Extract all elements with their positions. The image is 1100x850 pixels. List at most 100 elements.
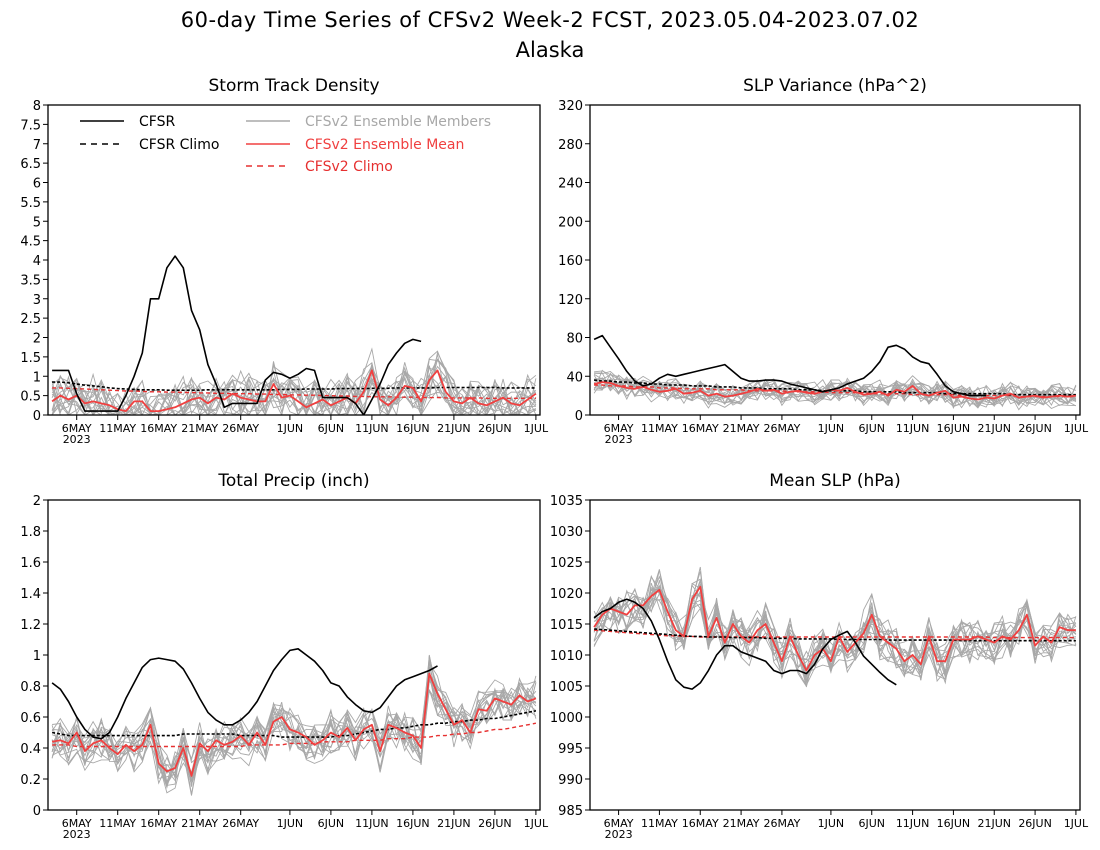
x-tick-label: 26JUN (478, 422, 512, 435)
plot-frame (47, 499, 541, 811)
y-tick-label: 1035 (550, 494, 583, 509)
x-tick-label: 11JUN (355, 422, 389, 435)
y-tick-label: 985 (558, 804, 583, 819)
series-line-ensemble-member (593, 566, 1077, 672)
y-tick-label: 200 (558, 215, 583, 230)
x-tick-label: 11JUN (896, 817, 930, 830)
panel-storm-track-density: Storm Track Density 0 0.5 1 1.5 2 2.5 3 3.5 4 4.5 5… (20, 76, 549, 446)
y-tick-label: 2.5 (20, 312, 41, 327)
series-line-ensemble-mean (593, 381, 1077, 401)
x-tick-label: 26JUN (1018, 422, 1052, 435)
y-tick-label: 3 (33, 293, 41, 308)
series-line-cfsr (593, 598, 897, 690)
x-tick-label: 16MAY (140, 422, 177, 435)
x-tick-label: 21JUN (977, 817, 1011, 830)
y-tick-label: 8 (33, 99, 41, 114)
y-tick-label: 280 (558, 138, 583, 153)
series-line-cfsr (52, 255, 422, 415)
x-tick-label: 6MAY (604, 422, 634, 435)
y-tick-label: 6.5 (20, 157, 41, 172)
x-tick-label: 11MAY (641, 422, 678, 435)
x-tick-label: 6MAY (62, 422, 92, 435)
y-tick-label: 0.2 (20, 773, 41, 788)
series-line-ensemble-member (593, 569, 1076, 682)
x-tick-label: 16MAY (140, 817, 177, 830)
y-tick-label: 1005 (550, 680, 583, 695)
x-tick-label: 26MAY (763, 817, 800, 830)
y-tick-label: 0.4 (20, 742, 41, 757)
series-line-ensemble-member (51, 661, 537, 785)
legend-label-cfsv2-climo: CFSv2 Climo (305, 159, 393, 175)
x-tick-label: 6JUN (318, 817, 345, 830)
x-tick-label: 26JUN (478, 817, 512, 830)
y-tick-label: 160 (558, 254, 583, 269)
y-tick-label: 1.2 (20, 618, 41, 633)
y-tick-label: 1.4 (20, 587, 41, 602)
y-tick-label: 5.5 (20, 196, 41, 211)
panel-slp-variance: SLP Variance (hPa^2) 0 40 80 120 160 200 240 280… (558, 76, 1089, 446)
y-tick-label: 995 (558, 742, 583, 757)
legend-label-cfsr-climo: CFSR Climo (139, 137, 219, 153)
y-tick-label: 1 (33, 370, 41, 385)
x-tick-label: 6MAY (62, 817, 92, 830)
y-tick-label: 2 (33, 332, 41, 347)
x-tick-label: 21JUN (437, 422, 471, 435)
series-line-ensemble-mean (51, 672, 537, 777)
series-line-ensemble-member (51, 365, 537, 415)
y-tick-label: 120 (558, 293, 583, 308)
series-line-cfsr-climo (52, 381, 536, 391)
x-tick-label: 26MAY (222, 422, 259, 435)
y-tick-label: 1.8 (20, 525, 41, 540)
series-line-cfsv2-climo (594, 384, 1076, 398)
x-tick-label: 1JUL (524, 817, 549, 830)
plot-area (51, 255, 537, 415)
series-line-ensemble-member (593, 375, 1077, 407)
y-tick-label: 0.8 (20, 680, 41, 695)
x-tick-label: 21JUN (977, 422, 1011, 435)
x-tick-label: 6JUN (318, 422, 345, 435)
x-tick-label: 1JUN (818, 817, 845, 830)
x-tick-label: 16JUN (396, 422, 430, 435)
y-tick-label: 1020 (550, 587, 583, 602)
y-tick-label: 320 (558, 99, 583, 114)
y-tick-label: 7.5 (20, 118, 41, 133)
figure-title: 60-day Time Series of CFSv2 Week-2 FCST,… (181, 8, 919, 32)
x-year-label: 2023 (605, 433, 633, 446)
series-line-cfsr (593, 334, 987, 397)
x-tick-label: 26MAY (763, 422, 800, 435)
y-tick-label: 1 (33, 649, 41, 664)
y-tick-label: 4 (33, 254, 41, 269)
series-line-ensemble-member (51, 358, 537, 415)
y-tick-label: 0 (33, 409, 41, 424)
y-tick-label: 1015 (550, 618, 583, 633)
series-line-ensemble-member (51, 354, 537, 415)
x-tick-label: 11MAY (641, 817, 678, 830)
y-tick-label: 990 (558, 773, 583, 788)
series-line-ensemble-member (593, 373, 1077, 404)
legend: CFSR CFSR Climo CFSv2 Ensemble Members C… (80, 114, 491, 175)
series-line-cfsr-climo (51, 710, 537, 738)
y-tick-label: 0 (33, 804, 41, 819)
x-tick-label: 6JUN (858, 422, 885, 435)
x-tick-label: 16MAY (682, 817, 719, 830)
y-tick-label: 40 (566, 370, 583, 385)
series-line-ensemble-mean (593, 585, 1076, 672)
series-line-ensemble-member (51, 654, 537, 786)
x-tick-label: 16JUN (937, 817, 971, 830)
series-line-ensemble-member (51, 358, 537, 415)
x-tick-label: 6MAY (604, 817, 634, 830)
panel-title: Total Precip (inch) (217, 471, 369, 491)
y-tick-label: 0.5 (20, 390, 41, 405)
x-tick-label: 16JUN (396, 817, 430, 830)
plot-area (51, 648, 537, 796)
series-line-ensemble-member (593, 374, 1077, 405)
series-line-ensemble-member (51, 364, 537, 415)
y-tick-label: 7 (33, 138, 41, 153)
x-tick-label: 11JUN (896, 422, 930, 435)
x-tick-label: 16JUN (937, 422, 971, 435)
y-tick-label: 1025 (550, 556, 583, 571)
x-tick-label: 16MAY (682, 422, 719, 435)
legend-label-cfsr: CFSR (139, 114, 175, 130)
x-tick-label: 1JUL (524, 422, 549, 435)
